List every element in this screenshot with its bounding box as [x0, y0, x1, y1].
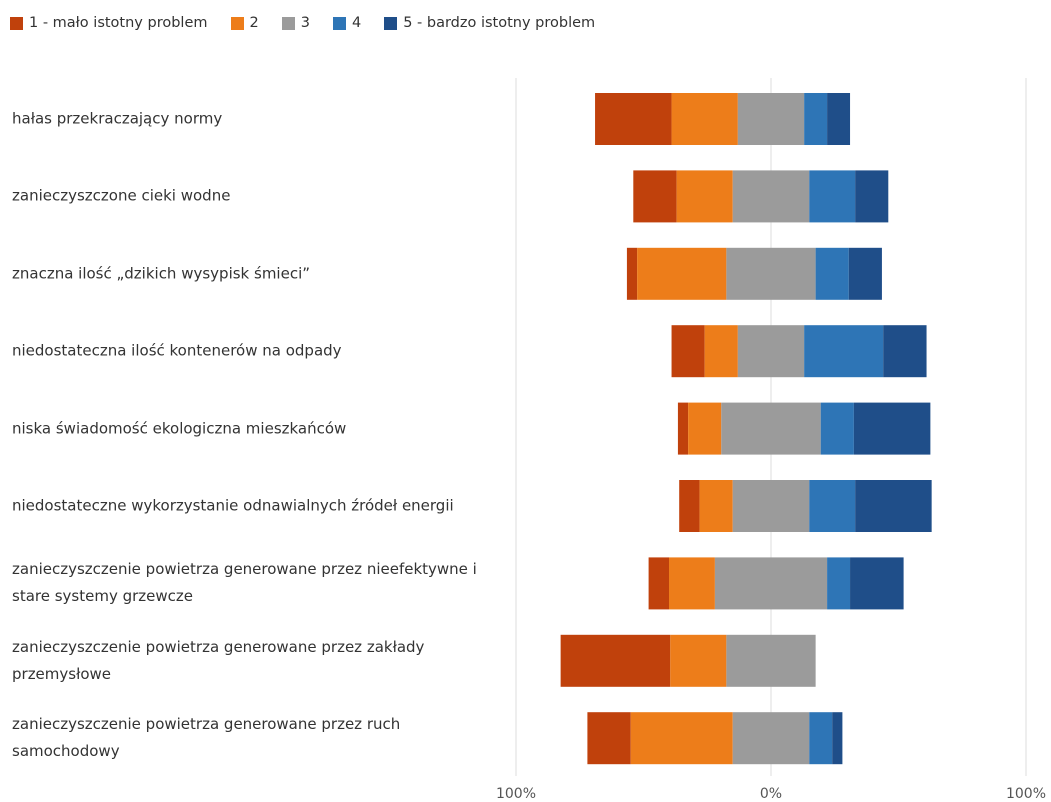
bar-segment	[560, 634, 671, 687]
legend-label-4: 4	[351, 15, 362, 31]
category-label: znaczna ilość „dzikich wysypisk śmieci”	[12, 264, 311, 283]
bar-segment	[671, 93, 738, 145]
bar-segment	[883, 325, 927, 378]
x-tick-label: 100%	[496, 786, 536, 802]
bar-segment	[815, 247, 849, 300]
bar-segment	[669, 557, 715, 610]
category-label: niedostateczna ilość kontenerów na odpad…	[12, 341, 342, 360]
bar-segment	[855, 480, 932, 532]
bar-segment	[670, 634, 727, 687]
x-tick-label: 0%	[760, 786, 782, 802]
bar-segment	[721, 402, 821, 455]
bar-segment	[688, 402, 722, 455]
bar-segment	[809, 480, 856, 532]
bar-segment	[832, 712, 843, 765]
bar-segment	[671, 325, 705, 378]
bar-segment	[804, 93, 828, 145]
bar-segment	[587, 712, 631, 765]
bar-segment	[699, 480, 733, 532]
bar-segment	[853, 402, 931, 455]
category-label: niedostateczne wykorzystanie odnawialnyc…	[12, 496, 454, 515]
bar-segment	[827, 93, 851, 145]
legend-label-2: 2	[249, 15, 259, 31]
bar-segment	[648, 557, 669, 610]
legend-swatch-3	[281, 16, 295, 30]
legend-item-5: 5 - bardzo istotny problem	[384, 15, 595, 31]
legend-item-2: 2	[230, 15, 259, 31]
legend-label-1: 1 - mało istotny problem	[29, 15, 208, 31]
bar-segment	[820, 402, 854, 455]
x-tick-label: 100%	[1006, 786, 1046, 802]
bar-segment	[737, 93, 805, 145]
legend-item-3: 3	[281, 15, 310, 31]
bar-segment	[704, 325, 738, 378]
bar-segment	[737, 325, 805, 378]
category-label: zanieczyszczenie powietrza generowane pr…	[12, 560, 477, 606]
bar-segment	[848, 247, 882, 300]
bar-segment	[855, 170, 889, 223]
legend-item-4: 4	[332, 15, 362, 31]
legend-swatch-5	[384, 16, 398, 30]
bar-segment	[626, 247, 638, 300]
legend-item-1: 1 - mało istotny problem	[10, 15, 208, 31]
bar-segment	[726, 634, 816, 687]
bar-segment	[679, 480, 700, 532]
legend-swatch-4	[332, 16, 346, 30]
bar-segment	[850, 557, 904, 610]
category-label: zanieczyszczenie powietrza generowane pr…	[12, 637, 425, 683]
bar-segment	[714, 557, 828, 610]
bar-segment	[677, 402, 689, 455]
bar-segment	[732, 712, 810, 765]
bar-segment	[809, 712, 833, 765]
bar-segment	[595, 93, 672, 145]
legend-label-5: 5 - bardzo istotny problem	[403, 15, 596, 31]
category-label: hałas przekraczający normy	[12, 109, 223, 128]
category-label: zanieczyszczone cieki wodne	[12, 186, 231, 205]
category-label: niska świadomość ekologiczna mieszkańców	[12, 419, 347, 438]
bar-segment	[676, 170, 733, 223]
bar-segment	[630, 712, 733, 765]
bar-segment	[732, 170, 810, 223]
bar-segment	[732, 480, 810, 532]
legend-swatch-2	[230, 16, 244, 30]
bar-segment	[633, 170, 677, 223]
bar-segment	[637, 247, 727, 300]
legend: 1 - mało istotny problem 2 3 4 5 - bardz…	[10, 11, 618, 35]
bar-segment	[827, 557, 851, 610]
bar-segment	[809, 170, 856, 223]
legend-swatch-1	[10, 16, 23, 30]
legend-label-3: 3	[300, 15, 310, 31]
category-label: zanieczyszczenie powietrza generowane pr…	[12, 715, 401, 761]
bar-segment	[804, 325, 884, 378]
bar-segment	[726, 247, 816, 300]
